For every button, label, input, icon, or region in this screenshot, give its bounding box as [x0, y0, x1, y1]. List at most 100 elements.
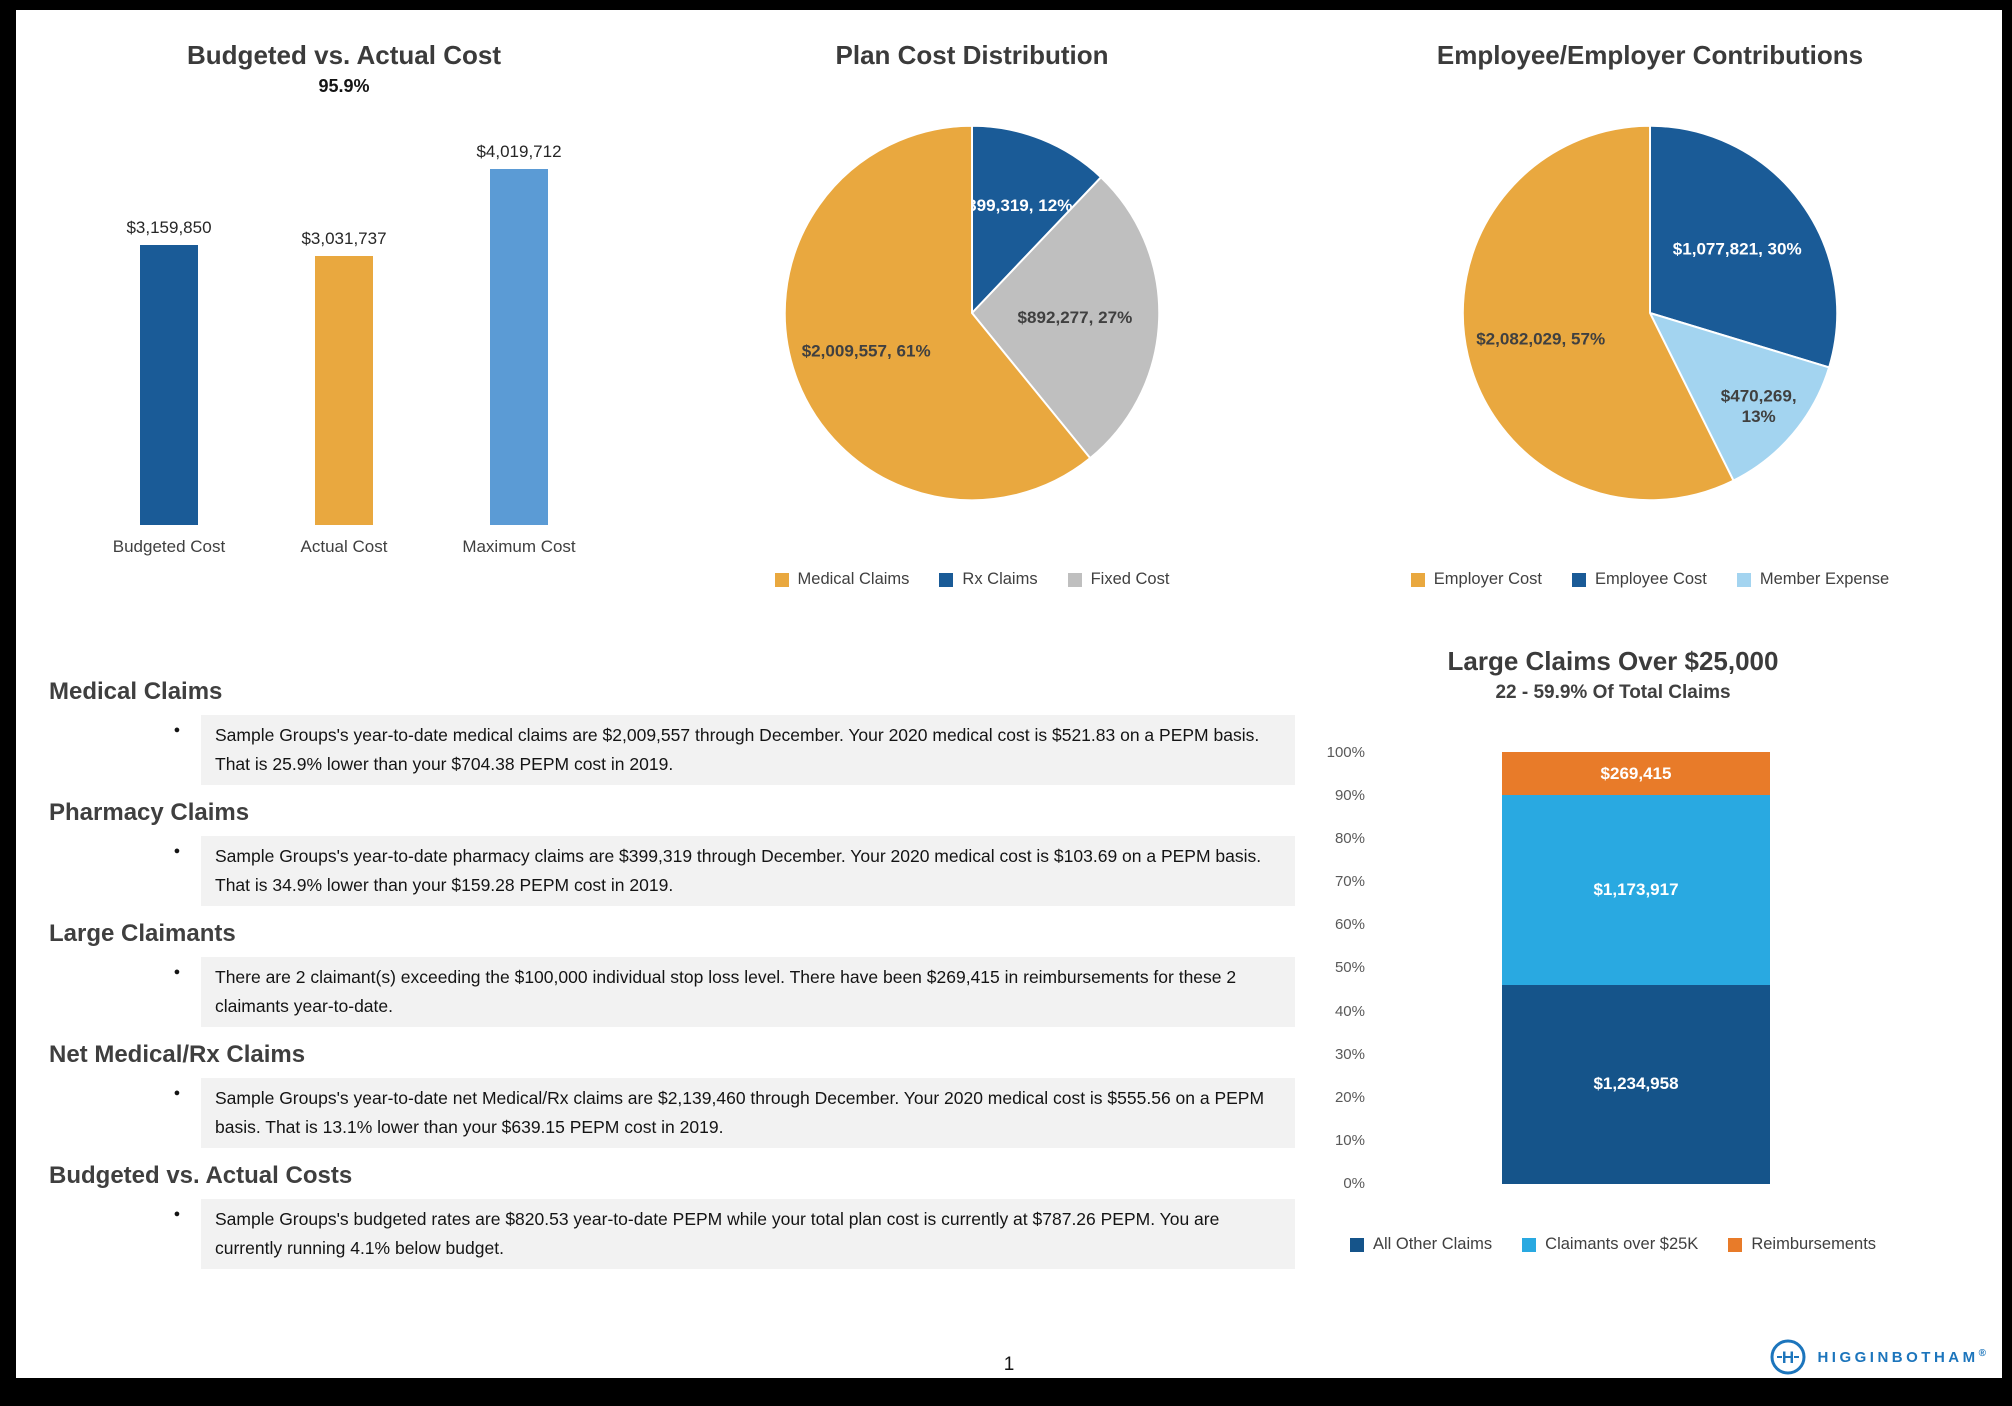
y-axis-tick-label: 50% — [1334, 959, 1365, 977]
pie-label-rx-claims: $399,319, 12% — [958, 196, 1073, 215]
contributions-chart: Employee/Employer Contributions $1,077,8… — [1400, 40, 1900, 589]
registered-mark: ® — [1978, 1348, 1986, 1359]
legend-swatch — [1067, 572, 1082, 587]
bar-maximum-cost — [490, 169, 548, 525]
legend-swatch — [1572, 572, 1586, 587]
summary-section-pharmacy-claims: Pharmacy Claims ● Sample Groups's year-to-… — [49, 799, 1319, 906]
legend-label: All Other Claims — [1372, 1235, 1493, 1253]
pie-slice-rx-claims — [971, 124, 1103, 316]
higginbotham-logo-icon: H — [1770, 1339, 1806, 1375]
pie-label-fixed-cost: $892,277, 27% — [1018, 308, 1133, 327]
y-axis-tick-label: 10% — [1334, 1131, 1365, 1149]
legend-item-fixed-cost: Fixed Cost — [1067, 570, 1170, 589]
large-claims-legend: All Other Claims Claimants over $25K Reimb… — [1349, 1235, 1876, 1254]
contrib-pie-title: Employee/Employer Contributions — [1436, 40, 1864, 70]
stacked-bar: $269,415 $1,173,917 $1,234,958 — [1502, 752, 1770, 1184]
pie-label-employee-cost: $1,077,821, 30% — [1673, 239, 1802, 258]
legend-item-rx-claims: Rx Claims — [939, 570, 1038, 589]
section-body: ● Sample Groups's year-to-date pharmacy c… — [49, 836, 1319, 906]
summary-sections: Medical Claims ● Sample Groups's year-to-d… — [49, 678, 1319, 1283]
stacked-segment-reimbursements: $269,415 — [1502, 752, 1770, 796]
stacked-segment-all-other-claims: $1,234,958 — [1502, 984, 1770, 1184]
bar-plot: $3,159,850 Budgeted Cost $3,031,737 Actual … — [54, 137, 634, 557]
section-heading: Medical Claims — [49, 678, 223, 705]
large-claims-title: Large Claims Over $25,000 — [1447, 646, 1779, 676]
plan-pie-title: Plan Cost Distribution — [835, 40, 1109, 70]
legend-label: Employer Cost — [1433, 570, 1542, 588]
y-axis-tick-label: 100% — [1326, 744, 1365, 761]
y-axis-tick-label: 80% — [1334, 830, 1365, 848]
contrib-pie-legend: Employer Cost Employee Cost Member Expense — [1410, 570, 1890, 589]
legend-swatch — [1349, 1237, 1364, 1252]
budget-chart-title: Budgeted vs. Actual Cost — [187, 40, 501, 70]
bar-category-label: Maximum Cost — [462, 537, 576, 556]
bullet-icon: ● — [173, 1208, 181, 1220]
legend-label: Reimbursements — [1751, 1235, 1877, 1253]
section-paragraph: Sample Groups's year-to-date net Medical… — [201, 1078, 1295, 1148]
bar-actual-cost — [315, 256, 373, 525]
pie-slice-fixed-cost — [970, 175, 1161, 460]
y-axis-tick-label: 30% — [1334, 1045, 1365, 1063]
bar-value-label: $3,159,850 — [126, 218, 212, 237]
plan-pie-plot: $399,319, 12% $892,277, 27% $2,009,557, 61… — [783, 124, 1161, 502]
brand-logo: H HIGGINBOTHAM® — [1769, 1338, 1986, 1376]
section-heading: Pharmacy Claims — [49, 799, 250, 826]
legend-item-member-expense: Member Expense — [1736, 570, 1890, 589]
stacked-bar-plot: 100% 90% 80% 70% 60% 50% 40% 30% 20% 10% 0% $269,4… — [1283, 745, 1943, 1191]
bar-value-label: $3,031,737 — [301, 229, 387, 248]
section-paragraph: There are 2 claimant(s) exceeding the $1… — [201, 957, 1295, 1027]
y-axis-tick-label: 40% — [1334, 1002, 1365, 1020]
y-axis-ticks: 100% 90% 80% 70% 60% 50% 40% 30% 20% 10% 0% — [1283, 745, 1365, 1191]
legend-swatch — [1410, 572, 1425, 587]
y-axis-tick-label: 70% — [1334, 873, 1365, 891]
legend-item-reimbursements: Reimbursements — [1728, 1235, 1876, 1254]
summary-section-large-claimants: Large Claimants ● There are 2 claimant(s) … — [49, 920, 1319, 1027]
pie-label-medical-claims: $2,009,557, 61% — [802, 342, 931, 361]
section-paragraph: Sample Groups's year-to-date pharmacy cl… — [201, 836, 1295, 906]
legend-item-employee-cost: Employee Cost — [1572, 570, 1707, 589]
pie-label-employer-cost: $2,082,029, 57% — [1476, 330, 1605, 349]
pie-label-member-expense: $470,269, 13% — [1721, 386, 1797, 425]
section-body: ● Sample Groups's year-to-date medical cl… — [49, 715, 1319, 785]
section-paragraph: Sample Groups's year-to-date medical cla… — [201, 715, 1295, 785]
large-claims-chart: Large Claims Over $25,000 22 - 59.9% Of … — [1283, 646, 1943, 1254]
legend-item-all-other-claims: All Other Claims — [1349, 1235, 1493, 1254]
y-axis-tick-label: 60% — [1334, 916, 1365, 934]
legend-label: Member Expense — [1759, 570, 1890, 588]
bullet-icon: ● — [173, 724, 181, 736]
legend-label: Medical Claims — [797, 570, 910, 588]
section-paragraph: Sample Groups's budgeted rates are $820.… — [201, 1199, 1295, 1269]
bar-category-label: Actual Cost — [300, 537, 388, 556]
summary-section-medical-claims: Medical Claims ● Sample Groups's year-to-d… — [49, 678, 1319, 785]
section-heading: Budgeted vs. Actual Costs — [49, 1162, 353, 1189]
legend-swatch — [1522, 1237, 1537, 1252]
page-number: 1 — [1003, 1354, 1015, 1375]
bar-column-maximum-cost: $4,019,712 Maximum Cost — [432, 142, 607, 557]
legend-item-medical-claims: Medical Claims — [774, 570, 910, 589]
plan-cost-distribution-chart: Plan Cost Distribution $399,319, 12% $892… — [722, 40, 1222, 589]
bar-column-actual-cost: $3,031,737 Actual Cost — [257, 229, 432, 557]
legend-label: Claimants over $25K — [1545, 1235, 1699, 1253]
brand-name: HIGGINBOTHAM® — [1817, 1348, 1986, 1366]
bullet-icon: ● — [173, 1087, 181, 1099]
stacked-segment-value: $1,234,958 — [1593, 1074, 1679, 1094]
report-page: Budgeted vs. Actual Cost 95.9% $3,159,85… — [16, 10, 2002, 1378]
bullet-icon: ● — [173, 966, 181, 978]
legend-swatch — [939, 572, 954, 587]
section-body: ● Sample Groups's year-to-date net Medica… — [49, 1078, 1319, 1148]
legend-label: Rx Claims — [962, 570, 1038, 588]
y-axis-tick-label: 0% — [1343, 1174, 1365, 1192]
bar-category-label: Budgeted Cost — [112, 537, 226, 556]
pie-slice-medical-claims — [783, 124, 1092, 502]
bar-column-budgeted-cost: $3,159,850 Budgeted Cost — [82, 218, 257, 557]
plan-pie-legend: Medical Claims Rx Claims Fixed Cost — [774, 570, 1170, 589]
budget-chart-subtitle: 95.9% — [318, 76, 370, 96]
budget-vs-actual-chart: Budgeted vs. Actual Cost 95.9% $3,159,85… — [54, 40, 634, 557]
section-heading: Net Medical/Rx Claims — [49, 1041, 306, 1068]
legend-item-claimants-over-25k: Claimants over $25K — [1522, 1235, 1698, 1254]
legend-swatch — [1728, 1237, 1743, 1252]
legend-swatch — [774, 572, 789, 587]
legend-label: Fixed Cost — [1090, 570, 1170, 588]
summary-section-budgeted-vs-actual-costs: Budgeted vs. Actual Costs ● Sample Groups'… — [49, 1162, 1319, 1269]
legend-item-employer-cost: Employer Cost — [1410, 570, 1542, 589]
